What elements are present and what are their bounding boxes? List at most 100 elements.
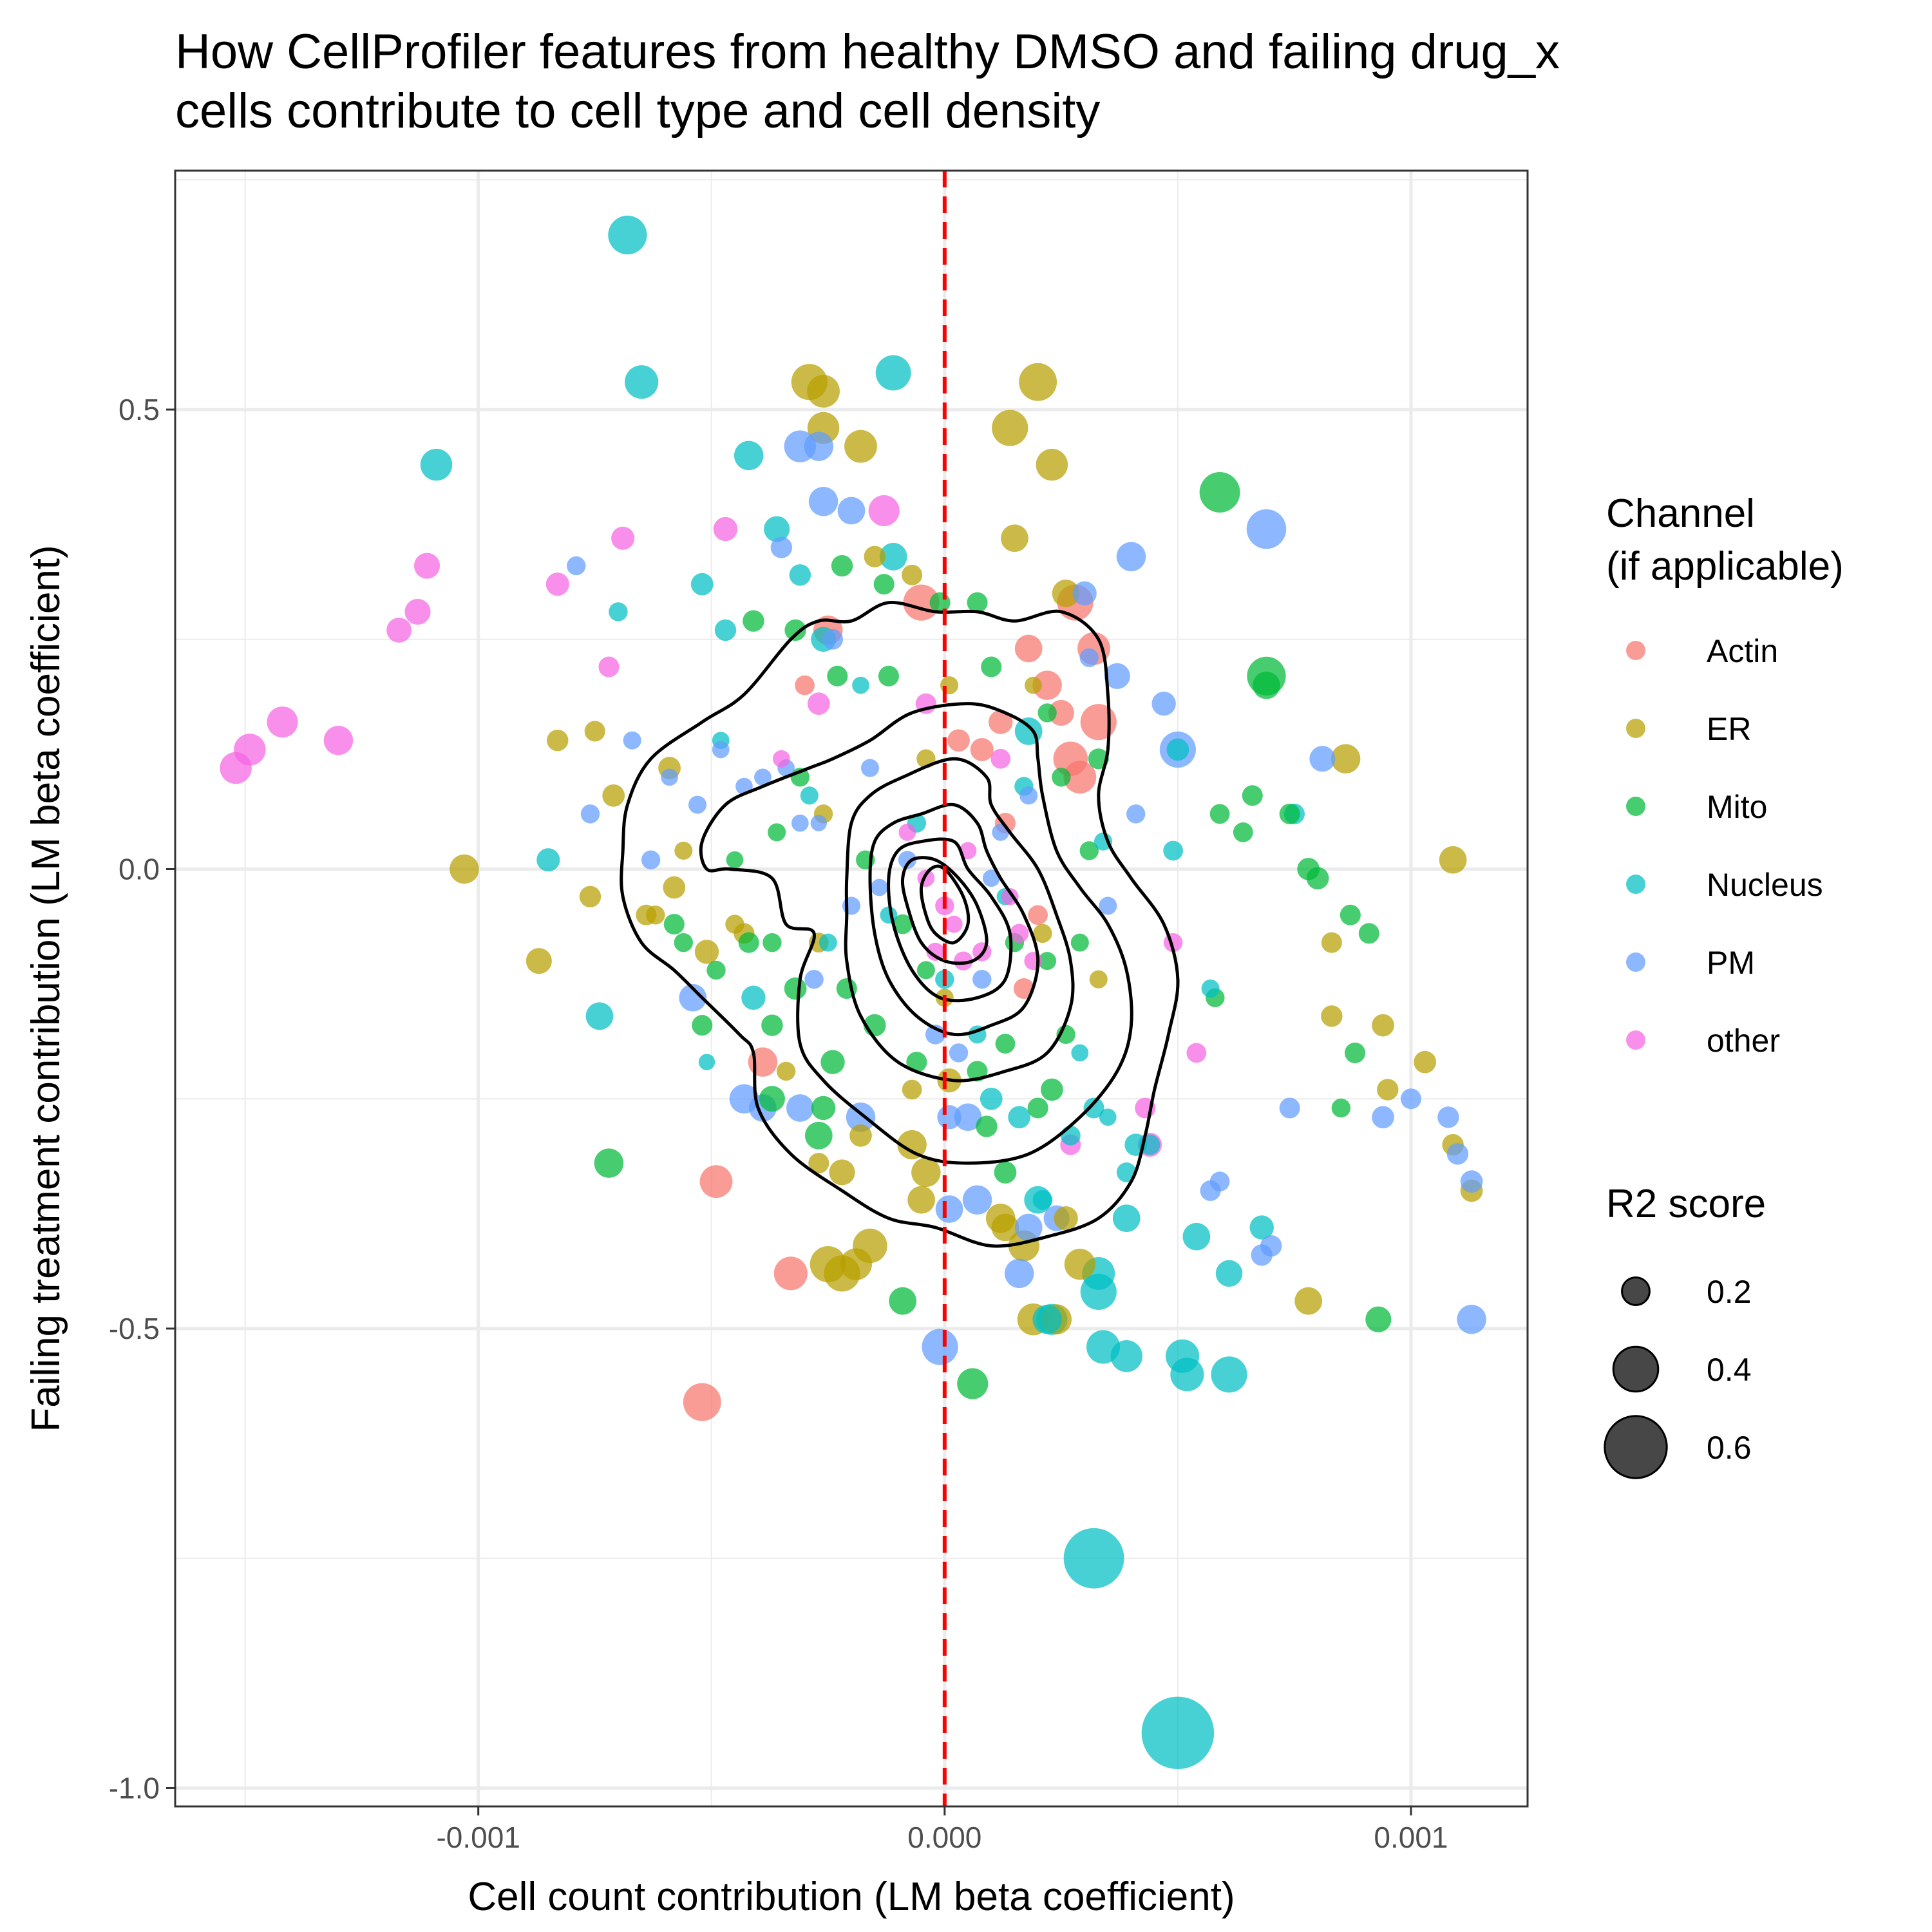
- data-point-er: [526, 948, 552, 974]
- data-point-mito: [811, 1095, 836, 1121]
- data-point-nucleus: [690, 573, 714, 596]
- data-point-nucleus: [1112, 1204, 1141, 1233]
- data-point-er: [992, 410, 1028, 446]
- data-point-nucleus: [764, 516, 790, 542]
- data-point-actin: [1028, 905, 1048, 925]
- data-point-er: [674, 841, 693, 860]
- data-point-pm: [1309, 746, 1336, 772]
- data-point-other: [598, 656, 620, 677]
- data-point-pm: [1246, 509, 1287, 549]
- data-point-nucleus: [1071, 1044, 1089, 1062]
- data-point-er: [1089, 970, 1108, 989]
- data-point-pm: [1457, 1304, 1486, 1334]
- data-point-nucleus: [1249, 1215, 1274, 1240]
- data-point-other: [413, 553, 440, 579]
- data-point-other: [954, 951, 973, 971]
- data-point-mito: [706, 960, 726, 980]
- data-point-actin: [1080, 704, 1117, 741]
- data-point-mito: [762, 933, 782, 952]
- data-point-nucleus: [741, 985, 766, 1010]
- y-axis-title: Failing treatment contribution (LM beta …: [24, 545, 68, 1432]
- data-point-nucleus: [1060, 1125, 1081, 1146]
- density-contour-2: [699, 702, 1133, 1165]
- data-point-mito: [674, 933, 694, 952]
- data-point-pm: [1099, 896, 1117, 915]
- data-point-nucleus: [879, 542, 907, 571]
- data-point-pm: [754, 768, 772, 786]
- data-point-pm: [898, 851, 916, 869]
- density-contour-6: [900, 856, 989, 965]
- data-point-nucleus: [1008, 1106, 1031, 1129]
- data-point-pm: [1251, 1244, 1273, 1266]
- data-point-pm: [808, 486, 838, 516]
- data-point-mito: [981, 656, 1002, 677]
- data-point-nucleus: [608, 215, 647, 254]
- data-point-nucleus: [1116, 1162, 1137, 1182]
- data-point-mito: [967, 592, 988, 613]
- data-point-other: [1009, 923, 1029, 943]
- data-point-nucleus: [698, 1054, 715, 1070]
- data-point-mito: [1079, 841, 1099, 860]
- data-point-er: [1372, 1014, 1394, 1037]
- data-point-er: [1321, 1005, 1343, 1027]
- legend-key-other: [1626, 1030, 1645, 1050]
- data-point-mito: [995, 1034, 1016, 1054]
- data-point-nucleus: [1211, 1356, 1247, 1393]
- data-point-mito: [873, 574, 895, 595]
- size-legend: R2 score 0.2 0.4 0.6: [1604, 1182, 1766, 1479]
- data-point-mito: [1279, 803, 1300, 824]
- data-point-pm: [860, 759, 879, 777]
- data-point-mito: [1358, 923, 1379, 944]
- data-point-other: [898, 824, 916, 841]
- x-tick-label: 0.000: [907, 1821, 981, 1854]
- data-point-er: [911, 1157, 941, 1188]
- data-point-nucleus: [789, 564, 811, 586]
- data-point-mito: [761, 1014, 783, 1036]
- data-point-other: [1186, 1043, 1207, 1063]
- data-point-pm: [1004, 1258, 1034, 1289]
- data-point-other: [713, 516, 738, 542]
- data-point-mito: [820, 1050, 845, 1074]
- data-point-nucleus: [1163, 840, 1184, 861]
- data-point-actin: [947, 729, 970, 752]
- data-point-er: [1294, 1287, 1323, 1315]
- data-point-other: [323, 725, 354, 755]
- data-point-er: [1019, 363, 1057, 401]
- data-point-pm: [962, 1185, 992, 1215]
- legend-label-er: ER: [1707, 711, 1751, 747]
- data-point-nucleus: [420, 448, 453, 481]
- data-point-pm: [1126, 804, 1146, 824]
- data-point-nucleus: [585, 1002, 614, 1030]
- data-point-pm: [1014, 1213, 1043, 1242]
- data-point-mito: [1040, 1078, 1063, 1101]
- data-point-pm: [1279, 1097, 1300, 1119]
- data-point-actin: [989, 710, 1013, 734]
- data-point-mito: [893, 914, 913, 934]
- data-point-pm: [1116, 542, 1146, 572]
- data-point-mito: [692, 1015, 713, 1036]
- legend-label-pm: PM: [1707, 945, 1755, 981]
- density-contour-7: [919, 864, 971, 945]
- data-point-nucleus: [1166, 738, 1189, 761]
- data-point-mito: [916, 961, 935, 980]
- size-legend-key: [1621, 1276, 1651, 1306]
- data-point-pm: [623, 731, 641, 750]
- data-point-nucleus: [609, 602, 628, 621]
- data-point-nucleus: [875, 355, 911, 391]
- data-point-pm: [791, 814, 809, 832]
- data-point-mito: [1242, 785, 1263, 806]
- data-point-nucleus: [536, 848, 560, 872]
- data-point-pm: [1209, 1171, 1230, 1192]
- data-point-pm: [837, 497, 866, 525]
- legend-key-pm: [1626, 952, 1645, 972]
- data-point-actin: [795, 675, 815, 696]
- data-point-pm: [949, 1043, 969, 1063]
- x-axis-title: Cell count contribution (LM beta coeffic…: [468, 1875, 1235, 1919]
- channel-legend: Channel (if applicable) Actin ER Mito Nucle…: [1606, 491, 1844, 1059]
- data-point-er: [807, 375, 840, 408]
- data-point-nucleus: [980, 1087, 1003, 1110]
- data-point-other: [807, 692, 830, 715]
- y-tick-label: -0.5: [109, 1312, 160, 1345]
- plot-border: [174, 169, 1529, 1808]
- data-point-pm: [972, 970, 992, 989]
